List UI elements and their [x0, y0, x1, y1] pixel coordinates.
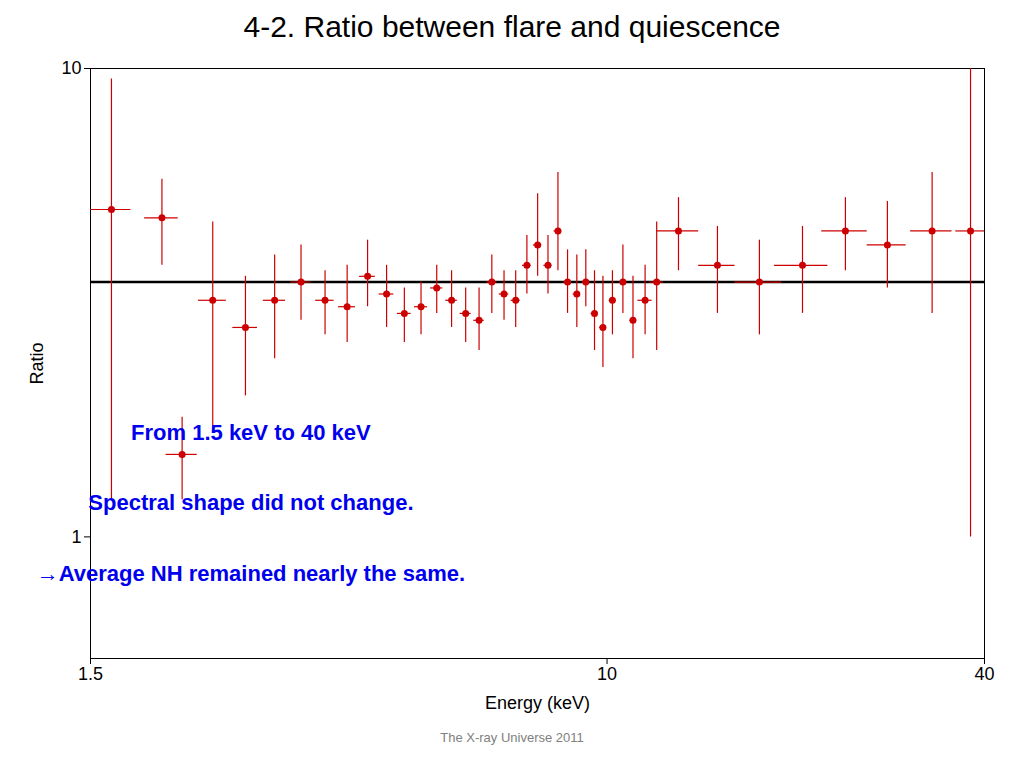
svg-text:→Average NH remained nearly th: →Average NH remained nearly the same. — [37, 561, 465, 586]
svg-text:40: 40 — [974, 664, 994, 684]
svg-text:From 1.5 keV to 40 keV: From 1.5 keV to 40 keV — [131, 420, 371, 445]
svg-text:Ratio: Ratio — [27, 342, 47, 384]
html-text:4-2. Ratio between flare and q: 4-2. Ratio between flare and quiescence — [243, 10, 781, 43]
html-text:The X-ray Universe 2011: The X-ray Universe 2011 — [440, 730, 584, 745]
svg-text:10: 10 — [597, 664, 617, 684]
svg-text:10: 10 — [61, 58, 81, 78]
svg-text:1.5: 1.5 — [78, 664, 103, 684]
svg-text:1: 1 — [71, 527, 81, 547]
svg-text:Spectral shape did not change.: Spectral shape did not change. — [88, 490, 413, 515]
svg-text:Energy (keV): Energy (keV) — [485, 693, 590, 713]
